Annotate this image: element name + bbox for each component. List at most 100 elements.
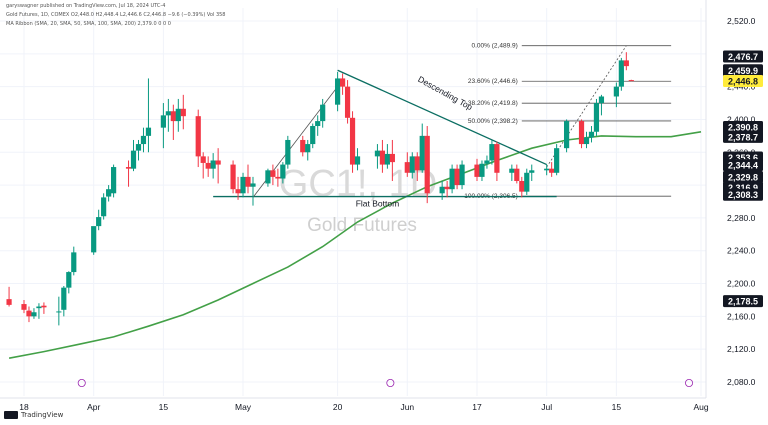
candle-body xyxy=(305,144,311,153)
price-tag-value: 2,344.4 xyxy=(728,161,758,171)
footer-brand: TradingView xyxy=(21,411,64,419)
price-labels: 2,476.7 2,459.92,446.8 2,390.82,378.7 2,353… xyxy=(723,50,763,308)
event-marker-icon xyxy=(386,378,395,387)
candle-body xyxy=(344,86,351,118)
candle-body xyxy=(160,115,166,128)
y-tick-label: 2,280.0 xyxy=(727,213,756,223)
candle-body xyxy=(439,186,445,194)
watermark-name: Gold Futures xyxy=(307,215,417,236)
fib-level-label: 23.60% (2,446.6) xyxy=(468,78,518,85)
candle-body xyxy=(205,162,211,169)
price-tag xyxy=(723,121,763,134)
x-tick-label: 17 xyxy=(472,402,482,412)
candle-body xyxy=(210,160,216,169)
candle-body xyxy=(444,186,450,190)
candle-body xyxy=(245,176,251,187)
candle-body xyxy=(459,164,465,186)
fib-level-label: 0.00% (2,489.9) xyxy=(472,43,518,50)
y-tick-label: 2,200.0 xyxy=(727,279,756,289)
candle-body xyxy=(489,144,495,161)
x-tick-label: 15 xyxy=(612,402,622,412)
candle-body xyxy=(524,172,530,192)
publisher-line: garyswagner published on TradingView.com… xyxy=(6,3,166,9)
candle-body xyxy=(484,160,490,164)
candlesticks xyxy=(6,52,634,326)
candle-body xyxy=(270,170,276,177)
candle-body xyxy=(300,139,306,153)
x-tick-label: Jun xyxy=(400,402,414,412)
candle-body xyxy=(6,299,12,305)
x-tick-label: May xyxy=(235,402,252,412)
candle-body xyxy=(628,80,634,82)
candle-body xyxy=(384,153,390,165)
candle-body xyxy=(265,170,271,184)
candle-body xyxy=(91,226,97,253)
candle-body xyxy=(320,104,326,122)
price-tag-value: 2,329.8 xyxy=(728,173,758,183)
price-tag xyxy=(723,64,763,77)
candle-body xyxy=(101,197,107,217)
candle-body xyxy=(354,156,361,165)
candle-body xyxy=(56,311,62,313)
candle-body xyxy=(175,108,181,122)
price-tag xyxy=(723,50,763,63)
candle-body xyxy=(598,96,605,104)
candle-body xyxy=(125,167,132,169)
candle-body xyxy=(474,164,480,177)
x-tick-label: Jul xyxy=(541,402,552,412)
candle-body xyxy=(165,111,171,116)
candle-body xyxy=(240,176,246,194)
candle-body xyxy=(96,217,102,227)
candle-body xyxy=(180,108,186,117)
candle-body xyxy=(140,135,147,145)
candle-body xyxy=(200,156,206,163)
candle-body xyxy=(509,168,515,173)
price-tag-value: 2,476.7 xyxy=(728,52,758,62)
candle-body xyxy=(544,168,550,171)
y-tick-label: 2,240.0 xyxy=(727,246,756,256)
candle-body xyxy=(593,103,600,132)
candle-body xyxy=(135,144,142,151)
price-tag xyxy=(723,171,763,184)
trendline-descending-top xyxy=(337,69,547,166)
price-tag-value: 2,390.8 xyxy=(728,123,758,133)
price-tag xyxy=(723,188,763,201)
candle-body xyxy=(61,287,67,310)
candle-body xyxy=(374,150,381,157)
candle-body xyxy=(424,135,430,194)
event-marker-icon xyxy=(77,378,86,387)
price-tag-value: 2,178.5 xyxy=(728,297,758,307)
candle-body xyxy=(111,167,117,194)
x-tick-label: Apr xyxy=(87,402,100,412)
x-tick-label: 15 xyxy=(159,402,169,412)
candle-body xyxy=(618,60,624,87)
candle-body xyxy=(106,189,112,197)
candle-body xyxy=(335,78,341,105)
candle-body xyxy=(145,127,152,136)
candle-body xyxy=(409,156,415,173)
candle-body xyxy=(549,168,555,173)
candle-body xyxy=(41,305,47,308)
price-tag-value: 2,308.3 xyxy=(728,190,758,200)
y-tick-label: 2,080.0 xyxy=(727,377,756,387)
price-tag-value: 2,446.8 xyxy=(728,77,758,87)
y-tick-label: 2,520.0 xyxy=(727,16,756,26)
candle-body xyxy=(419,135,425,171)
candle-body xyxy=(315,121,321,127)
candle-body xyxy=(130,150,137,169)
candle-body xyxy=(339,78,346,87)
candle-body xyxy=(215,160,221,165)
candle-body xyxy=(275,176,281,179)
candle-body xyxy=(379,150,386,165)
candle-body xyxy=(514,168,520,181)
price-tag xyxy=(723,159,763,172)
trendline-rising-support-jul xyxy=(546,45,627,168)
candle-body xyxy=(519,180,525,192)
candle-body xyxy=(494,144,500,173)
ma-ribbon-line: MA Ribbon (SMA, 20, SMA, 50, SMA, 100, S… xyxy=(6,21,171,27)
candle-body xyxy=(195,116,201,157)
x-tick-label: 20 xyxy=(333,402,343,412)
candle-body xyxy=(479,163,485,177)
